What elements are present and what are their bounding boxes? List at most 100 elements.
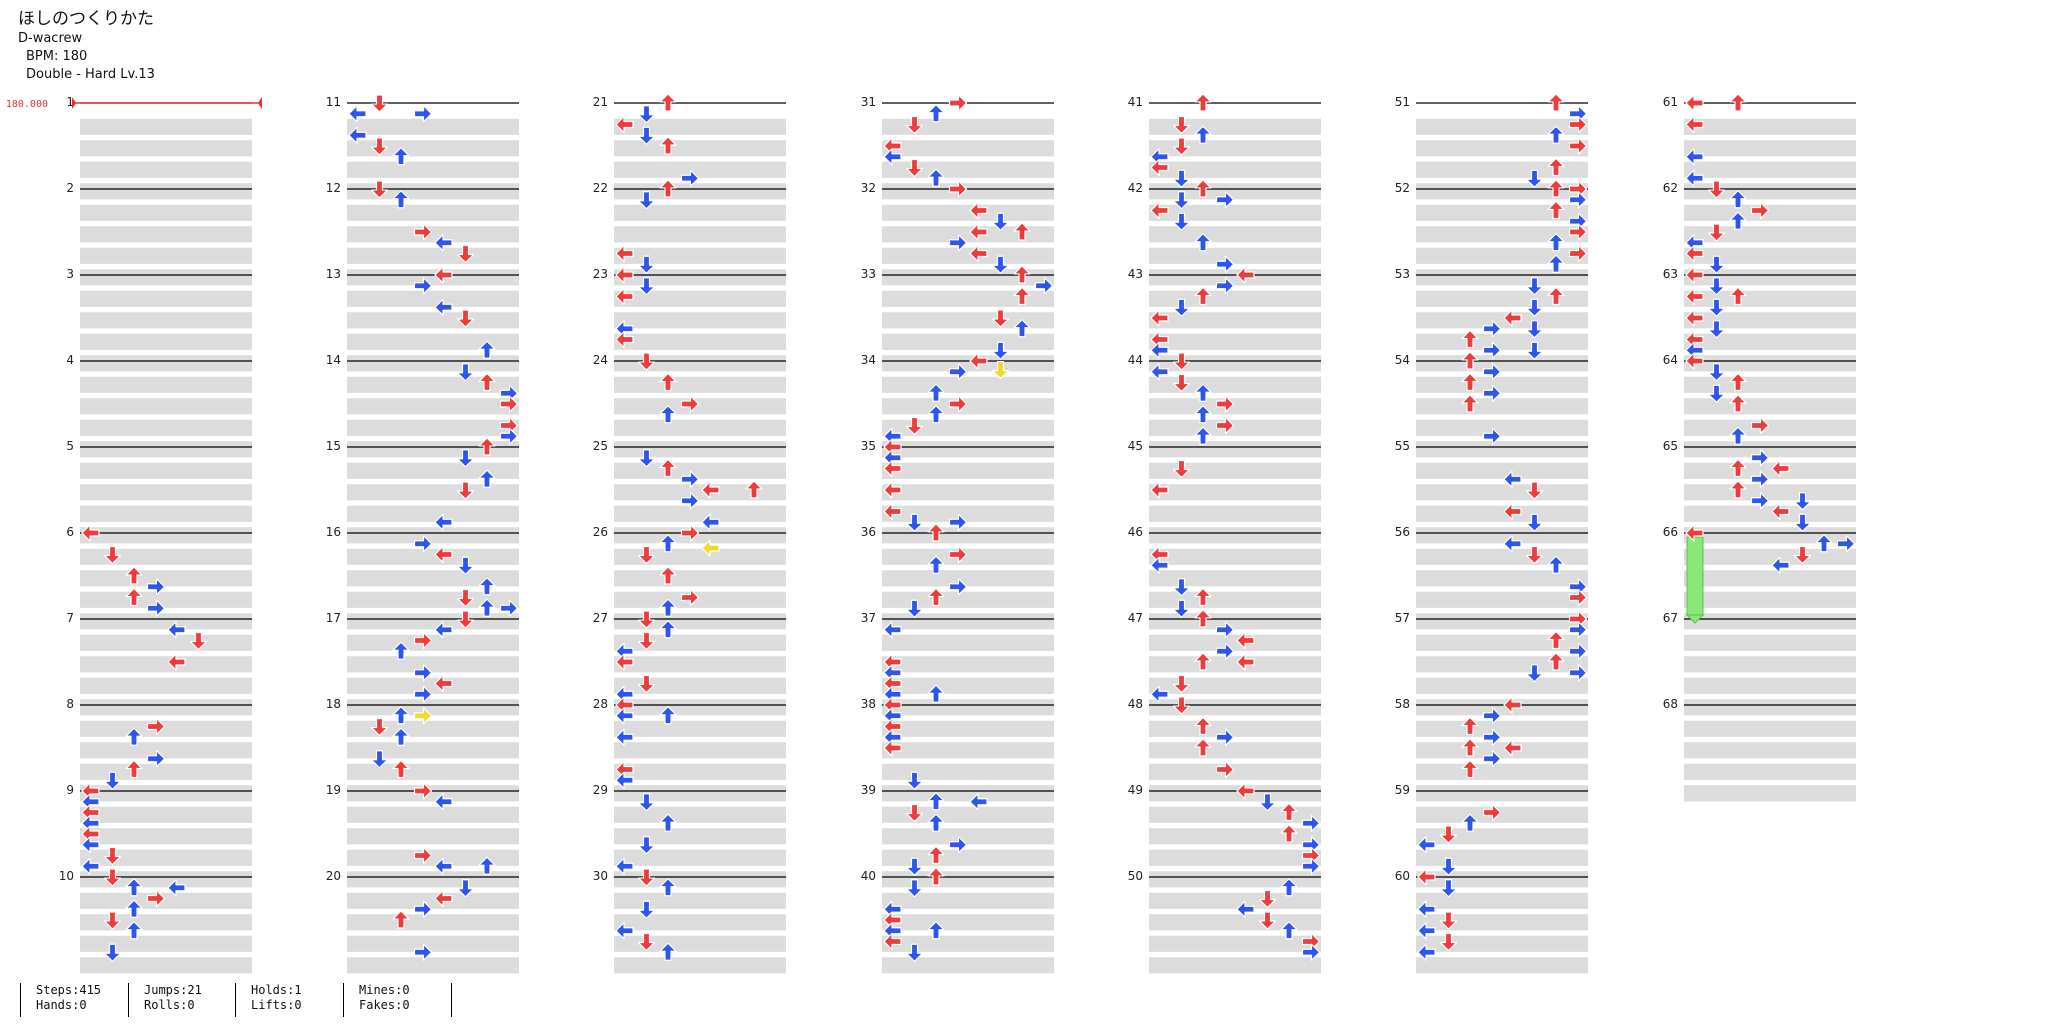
measure-shade-row — [1149, 312, 1321, 329]
step-arrow-u-icon — [927, 684, 945, 703]
step-arrow-d-icon — [103, 911, 122, 930]
step-arrow-l-icon — [883, 739, 902, 757]
measure-shade-row — [80, 333, 252, 350]
step-arrow-r-icon — [1215, 642, 1235, 660]
measure-shade-row — [614, 118, 786, 135]
step-arrow-d-icon — [370, 94, 389, 113]
measure-shade-row — [1149, 699, 1321, 716]
step-arrow-r-icon — [1301, 857, 1321, 875]
step-arrow-r-icon — [499, 395, 519, 413]
measure-shade-row — [882, 312, 1054, 329]
step-arrow-r-icon — [680, 395, 700, 413]
measure-shade-row — [614, 634, 786, 651]
measure-shade-row — [614, 699, 786, 716]
step-arrow-l-icon — [1150, 556, 1169, 574]
step-arrow-d-icon — [189, 631, 208, 651]
step-arrow-r-icon — [1568, 115, 1588, 134]
step-arrow-r-icon — [1750, 416, 1770, 435]
measure-shade-row — [882, 892, 1054, 909]
measure-shade-row — [347, 226, 519, 243]
measure-shade-row — [614, 957, 786, 974]
stats-cell-mines: Mines:0 Fakes:0 — [343, 983, 451, 1017]
measure-shade-row — [1149, 828, 1321, 845]
measure-shade-row — [347, 570, 519, 587]
step-arrow-d-icon — [1172, 459, 1191, 479]
measure-shade-row — [1149, 806, 1321, 823]
measure-number-label: 43 — [1128, 267, 1143, 281]
measure-number-label: 12 — [326, 181, 341, 195]
measure-shade-row — [80, 376, 252, 393]
step-arrow-r-icon — [1215, 416, 1235, 435]
step-arrow-u-icon — [659, 136, 677, 155]
step-arrow-d-icon — [1707, 277, 1726, 296]
measure-shade-row — [1416, 914, 1588, 931]
measure-shade-row — [1416, 570, 1588, 587]
measure-shade-row — [1149, 505, 1321, 522]
measure-number-label: 49 — [1128, 783, 1143, 797]
measure-shade-row — [614, 849, 786, 866]
measure-shade-row — [1684, 720, 1856, 737]
step-arrow-u-icon — [1194, 426, 1212, 445]
step-arrow-d-icon — [103, 943, 122, 962]
measure-shade-row — [1416, 355, 1588, 372]
measure-shade-row — [347, 892, 519, 909]
measure-shade-row — [882, 613, 1054, 630]
step-arrow-u-icon — [478, 437, 496, 456]
bpm-change-value: 180.000 — [6, 99, 48, 110]
step-arrow-l-icon — [969, 201, 988, 220]
step-arrow-l-icon — [969, 223, 988, 241]
measure-shade-row — [614, 312, 786, 329]
measure-shade-row — [1149, 742, 1321, 759]
step-arrow-r-icon — [413, 631, 433, 650]
measure-shade-row — [1416, 226, 1588, 243]
step-arrow-u-icon — [927, 383, 945, 402]
measure-shade-row — [80, 527, 252, 544]
measure-shade-row — [347, 656, 519, 673]
measure-shade-row — [882, 398, 1054, 415]
step-arrow-d-icon — [1525, 298, 1544, 317]
measure-number-label: 18 — [326, 697, 341, 711]
step-arrow-u-icon — [927, 813, 945, 832]
step-arrow-d-icon — [1172, 696, 1191, 715]
step-arrow-l-icon — [1685, 287, 1704, 306]
step-arrow-l-icon — [615, 287, 634, 306]
step-arrow-d-icon — [1793, 513, 1812, 532]
step-arrow-r-icon — [1034, 277, 1054, 295]
step-arrow-u-icon — [1547, 179, 1565, 198]
measure-shade-row — [882, 226, 1054, 243]
measure-number-label: 68 — [1663, 697, 1678, 711]
step-arrow-l-icon — [883, 481, 902, 499]
step-arrow-r-icon — [1568, 191, 1588, 209]
measure-number-label: 46 — [1128, 525, 1143, 539]
step-arrow-u-icon — [392, 727, 410, 746]
measure-number-label: 45 — [1128, 439, 1143, 453]
measure-shade-row — [1416, 290, 1588, 307]
measure-number-label: 51 — [1395, 95, 1410, 109]
step-arrow-u-icon — [125, 899, 143, 918]
measure-shade-row — [882, 634, 1054, 651]
measure-shade-row — [80, 591, 252, 608]
measure-shade-row — [882, 935, 1054, 952]
step-arrow-u-icon — [659, 534, 677, 553]
measure-shade-row — [347, 591, 519, 608]
measure-shade-row — [882, 118, 1054, 135]
measure-shade-row — [1684, 140, 1856, 157]
step-arrow-d-icon — [370, 750, 389, 769]
step-arrow-d-icon — [1172, 298, 1191, 317]
step-arrow-u-icon — [1013, 265, 1031, 284]
measure-shade-row — [1416, 871, 1588, 888]
measure-shade-row — [80, 720, 252, 737]
step-arrow-d-icon — [1525, 341, 1544, 360]
step-arrow-l-icon — [81, 836, 100, 854]
step-arrow-r-icon — [413, 223, 433, 241]
measure-number-label: 62 — [1663, 181, 1678, 195]
measure-shade-row — [1416, 312, 1588, 329]
measure-shade-row — [882, 462, 1054, 479]
measure-shade-row — [80, 892, 252, 909]
measure-number-label: 34 — [861, 353, 876, 367]
measure-shade-row — [80, 742, 252, 759]
measure-shade-row — [1149, 763, 1321, 780]
measure-shade-row — [1149, 269, 1321, 286]
step-arrow-l-icon — [348, 126, 367, 144]
measure-shade-row — [1684, 527, 1856, 544]
